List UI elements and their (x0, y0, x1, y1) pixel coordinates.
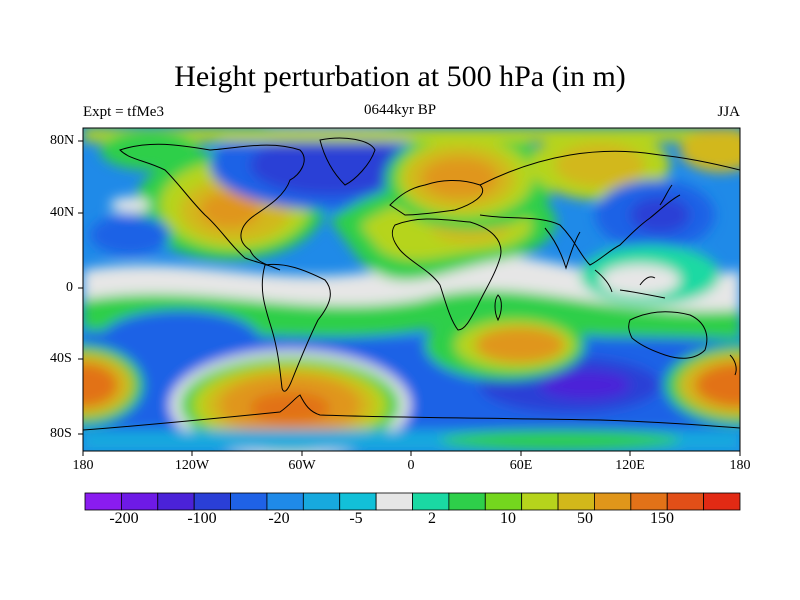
colorbar (84, 492, 741, 511)
lon-label-180-west: 180 (72, 458, 94, 473)
colorbar-label: -100 (187, 510, 217, 527)
colorbar-swatch (120, 492, 159, 511)
coastlines (83, 137, 740, 431)
lat-label-40s: 40S (50, 351, 72, 366)
season-label: JJA (717, 104, 740, 120)
colorbar-swatch (84, 492, 122, 511)
lon-label-180-east: 180 (729, 458, 751, 473)
colorbar-swatch (193, 492, 231, 511)
colorbar-label: -5 (349, 510, 363, 527)
lat-label-80n: 80N (50, 133, 75, 148)
lon-label-0: 0 (407, 458, 415, 473)
lon-label-120w: 120W (174, 458, 210, 473)
lat-label-0: 0 (66, 280, 73, 295)
lat-label-40n: 40N (50, 205, 75, 220)
colorbar-swatch (448, 492, 486, 511)
colorbar-label: -20 (268, 510, 290, 527)
colorbar-label: 10 (500, 510, 516, 527)
colorbar-swatch (666, 492, 705, 511)
colorbar-label: -200 (109, 510, 139, 527)
time-label: 0644kyr BP (363, 102, 437, 118)
colorbar-swatch (630, 492, 668, 511)
colorbar-swatch (484, 492, 523, 511)
colorbar-swatch (594, 492, 632, 511)
colorbar-swatch (375, 492, 413, 511)
colorbar-swatch (557, 492, 595, 511)
lon-label-60w: 60W (288, 458, 316, 473)
colorbar-swatch (266, 492, 304, 511)
colorbar-label: 150 (650, 510, 674, 527)
colorbar-swatch (339, 492, 377, 511)
colorbar-swatch (412, 492, 450, 511)
colorbar-swatch (157, 492, 195, 511)
colorbar-swatch (521, 492, 559, 511)
lon-label-120e: 120E (615, 458, 645, 473)
colorbar-swatch (230, 492, 268, 511)
chart-title: Height perturbation at 500 hPa (in m) (174, 60, 626, 93)
lat-label-80s: 80S (50, 426, 72, 441)
colorbar-label: 50 (577, 510, 593, 527)
contour-field (83, 128, 740, 451)
colorbar-label: 2 (428, 510, 436, 527)
colorbar-swatch (703, 492, 741, 511)
experiment-label: Expt = tfMe3 (83, 104, 164, 120)
colorbar-swatch (302, 492, 341, 511)
lon-label-60e: 60E (509, 458, 533, 473)
